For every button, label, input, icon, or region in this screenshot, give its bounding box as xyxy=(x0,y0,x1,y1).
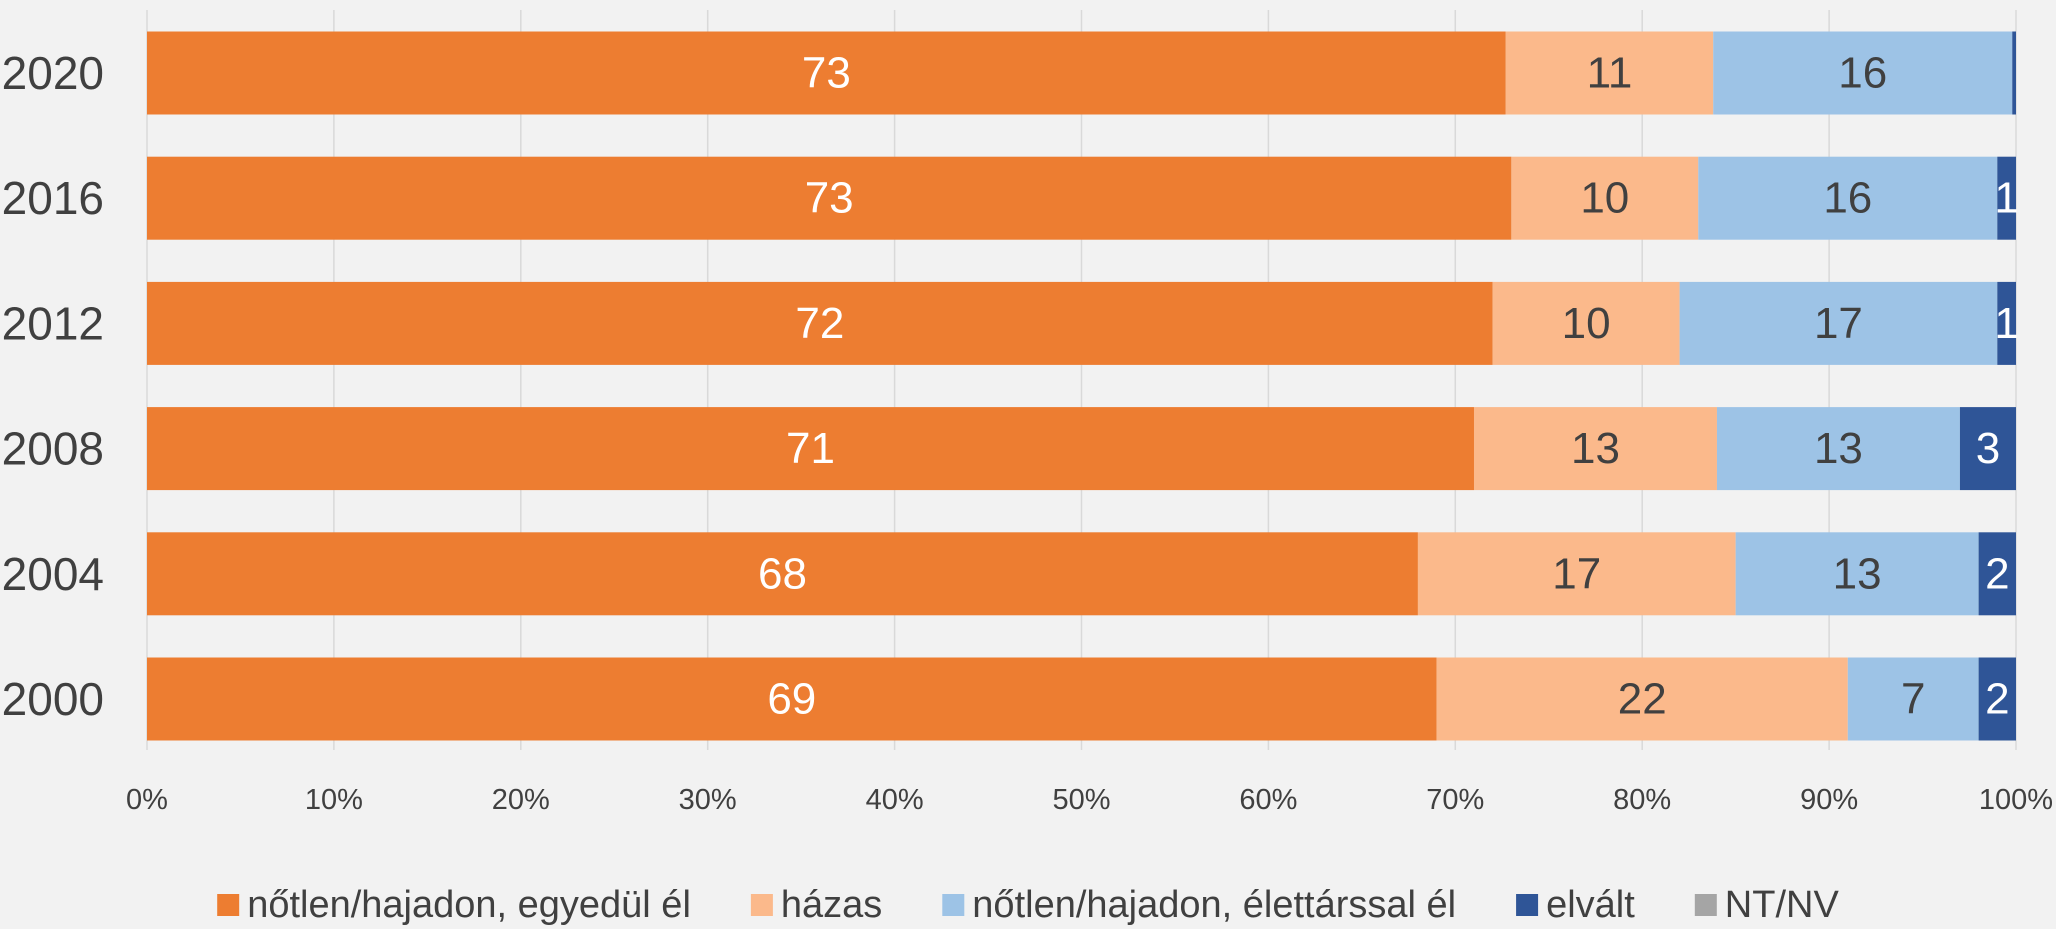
bar-segment xyxy=(147,156,1512,240)
legend-swatch xyxy=(217,894,240,916)
data-label: 2 xyxy=(1985,549,2009,598)
legend-label: NT/NV xyxy=(1725,884,1840,926)
data-label: 3 xyxy=(1976,424,2000,473)
y-tick-label: 2008 xyxy=(2,423,104,475)
legend-swatch xyxy=(750,894,773,916)
x-tick-label: 30% xyxy=(679,784,737,816)
data-label: 22 xyxy=(1618,675,1667,724)
data-label: 2 xyxy=(1985,675,2009,724)
bar-segment xyxy=(147,532,1418,616)
y-tick-label: 2016 xyxy=(2,172,104,224)
data-label: 1 xyxy=(1994,174,2018,223)
data-label: 17 xyxy=(1814,299,1863,348)
bar-segment xyxy=(1505,31,1714,115)
x-tick-label: 0% xyxy=(126,784,168,816)
legend-label: nőtlen/hajadon, egyedül él xyxy=(247,884,691,926)
x-tick-label: 50% xyxy=(1052,784,1110,816)
legend-swatch xyxy=(1694,894,1717,916)
legend-label: házas xyxy=(781,884,882,926)
data-label: 13 xyxy=(1571,424,1620,473)
bar-segment xyxy=(1716,407,1960,491)
x-tick-label: 100% xyxy=(1979,784,2053,816)
bar-segment xyxy=(1436,657,1848,741)
legend-label: elvált xyxy=(1546,884,1635,926)
data-label: 17 xyxy=(1552,549,1601,598)
bar-segment xyxy=(1417,532,1736,616)
data-label: 71 xyxy=(786,424,835,473)
data-label: 11 xyxy=(1587,49,1633,98)
x-tick-label: 70% xyxy=(1426,784,1484,816)
data-label: 73 xyxy=(805,174,854,223)
y-tick-label: 2000 xyxy=(2,673,104,725)
y-tick-label: 2012 xyxy=(2,297,104,349)
bar-segment xyxy=(1978,657,2016,741)
bar-segment xyxy=(1679,281,1998,365)
data-label: 16 xyxy=(1838,49,1887,98)
bar-segment xyxy=(1847,657,1979,741)
data-label: 16 xyxy=(1823,174,1872,223)
x-tick-label: 90% xyxy=(1800,784,1858,816)
bar-segment xyxy=(2012,31,2016,115)
data-label: 73 xyxy=(802,49,851,98)
data-label: 10 xyxy=(1580,174,1629,223)
data-label: 13 xyxy=(1833,549,1882,598)
legend-label: nőtlen/hajadon, élettárssal él xyxy=(972,884,1456,926)
bar-segment xyxy=(147,281,1493,365)
x-tick-label: 20% xyxy=(492,784,550,816)
data-label: 68 xyxy=(758,549,807,598)
legend-swatch xyxy=(1516,894,1539,916)
bar-segment xyxy=(1492,281,1680,365)
bar-segment xyxy=(147,407,1474,491)
data-label: 1 xyxy=(1994,299,2018,348)
data-label: 10 xyxy=(1562,299,1611,348)
y-tick-label: 2020 xyxy=(2,47,104,99)
bar-segment xyxy=(1959,407,2016,491)
bar-segment xyxy=(1473,407,1717,491)
x-tick-label: 10% xyxy=(305,784,363,816)
data-label: 13 xyxy=(1814,424,1863,473)
data-label: 7 xyxy=(1901,675,1925,724)
bar-segment xyxy=(1511,156,1699,240)
data-label: 72 xyxy=(795,299,844,348)
y-tick-label: 2004 xyxy=(2,548,104,600)
bar-segment xyxy=(1698,156,1998,240)
x-tick-label: 80% xyxy=(1613,784,1671,816)
bar-segment xyxy=(1997,281,2016,365)
bar-segment xyxy=(1978,532,2016,616)
bar-segment xyxy=(1713,31,2013,115)
data-label: 69 xyxy=(767,675,816,724)
x-tick-label: 40% xyxy=(866,784,924,816)
bar-segment xyxy=(147,657,1437,741)
legend-swatch xyxy=(942,894,965,916)
x-tick-label: 60% xyxy=(1239,784,1297,816)
bar-segment xyxy=(1997,156,2016,240)
bar-segment xyxy=(147,31,1506,115)
bar-segment xyxy=(1735,532,1979,616)
